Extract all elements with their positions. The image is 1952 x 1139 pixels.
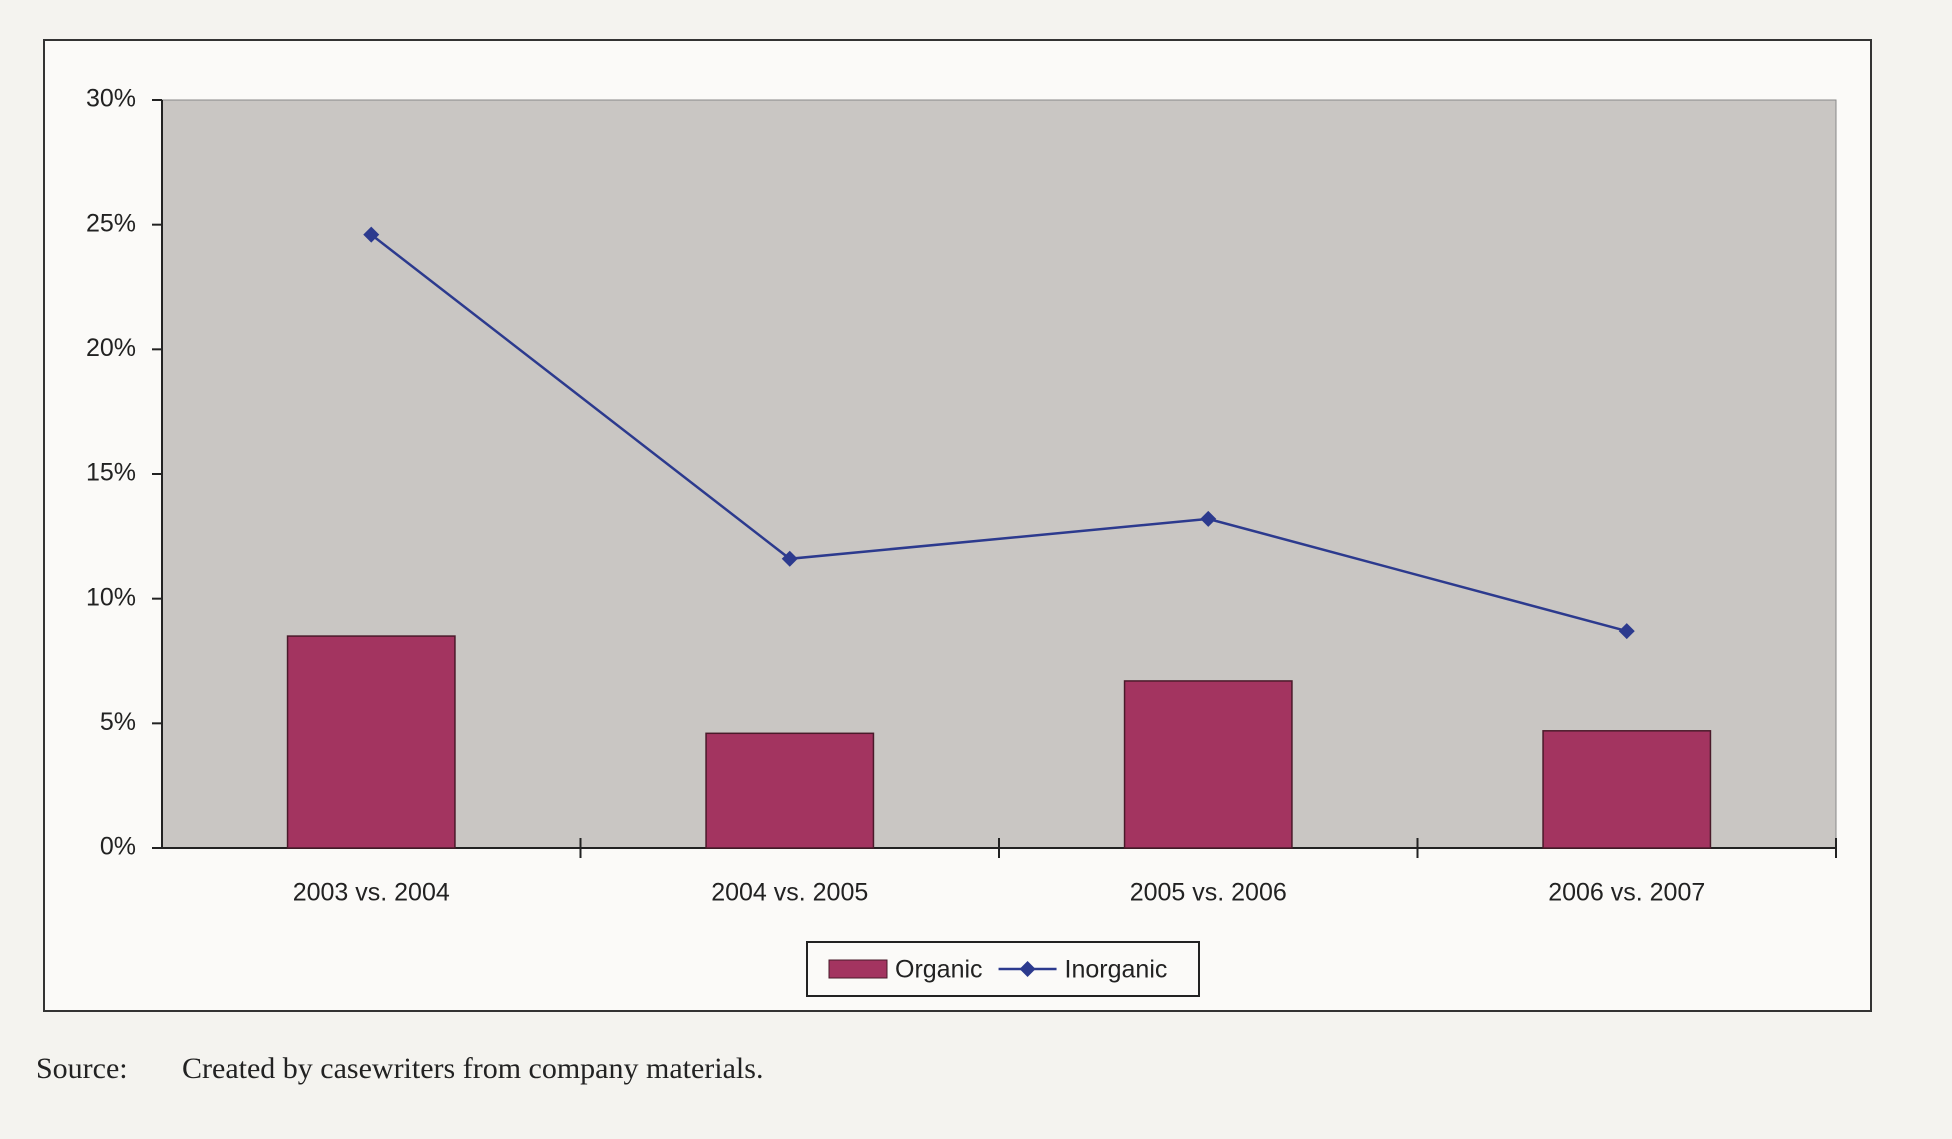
x-tick-label: 2005 vs. 2006 [1130, 879, 1287, 907]
bar [1123, 680, 1293, 849]
legend-marker [1019, 961, 1036, 977]
marker [363, 226, 380, 243]
legend-label: Inorganic [1065, 956, 1168, 984]
y-tick-label: 5% [100, 708, 136, 736]
legend-swatch [828, 959, 888, 979]
bar [1542, 730, 1712, 849]
y-tick-label: 10% [86, 583, 136, 611]
x-tick-label: 2003 vs. 2004 [293, 879, 450, 907]
bar [705, 732, 875, 849]
legend-label: Organic [895, 956, 983, 984]
line [370, 233, 1628, 633]
y-tick-label: 15% [86, 459, 136, 487]
y-tick-label: 30% [86, 85, 136, 113]
y-tick-label: 25% [86, 209, 136, 237]
x-tick-label: 2006 vs. 2007 [1548, 879, 1705, 907]
marker [1200, 510, 1217, 527]
y-tick-label: 20% [86, 334, 136, 362]
x-tick-label: 2004 vs. 2005 [711, 879, 868, 907]
y-tick-label: 0% [100, 833, 136, 861]
marker [781, 550, 798, 567]
source-text: Created by casewriters from company mate… [182, 1052, 763, 1085]
source-label: Source: [36, 1052, 128, 1085]
marker [1618, 623, 1635, 640]
bar [286, 635, 456, 849]
